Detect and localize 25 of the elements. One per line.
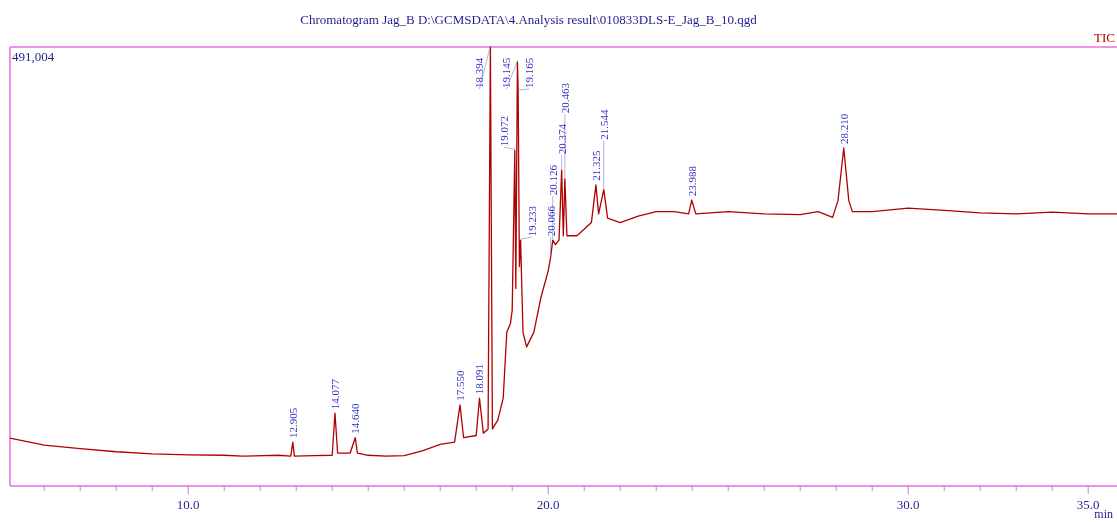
- annotation: 20.374: [555, 123, 568, 155]
- annotation: 19.233: [525, 205, 538, 237]
- annotation: 20.066: [544, 205, 557, 237]
- annotation: 14.077: [328, 378, 341, 410]
- x-tick-label: 30.0: [896, 497, 920, 512]
- annotation: 12.905: [286, 407, 299, 439]
- x-tick-label: 20.0: [536, 497, 560, 512]
- annotation: 19.165: [523, 57, 536, 88]
- annotation: 23.988: [685, 165, 698, 197]
- annotation: 21.544: [597, 109, 610, 140]
- annotation: 19.145: [500, 57, 513, 88]
- annotation: 19.072: [497, 115, 510, 147]
- annotation: 18.091: [473, 363, 486, 395]
- annotation: 28.210: [837, 113, 850, 144]
- x-tick-label: 35.0: [1076, 497, 1100, 512]
- annotation: 21.325: [589, 150, 602, 181]
- annotation: 17.550: [454, 370, 466, 401]
- text: TIC: [1094, 30, 1115, 45]
- annotation: 20.126: [546, 164, 559, 196]
- annotation: 14.640: [349, 402, 362, 434]
- x-tick-label: 10.0: [176, 497, 200, 512]
- annotation: 20.463: [558, 82, 571, 114]
- annotation: 18.394: [473, 57, 486, 88]
- annotation: 491,004: [12, 49, 55, 64]
- chart-title: Chromatogram Jag_B D:\GCMSDATA\4.Analysis result\010833DLS-E_Jag_B_10.qgd: [300, 12, 758, 27]
